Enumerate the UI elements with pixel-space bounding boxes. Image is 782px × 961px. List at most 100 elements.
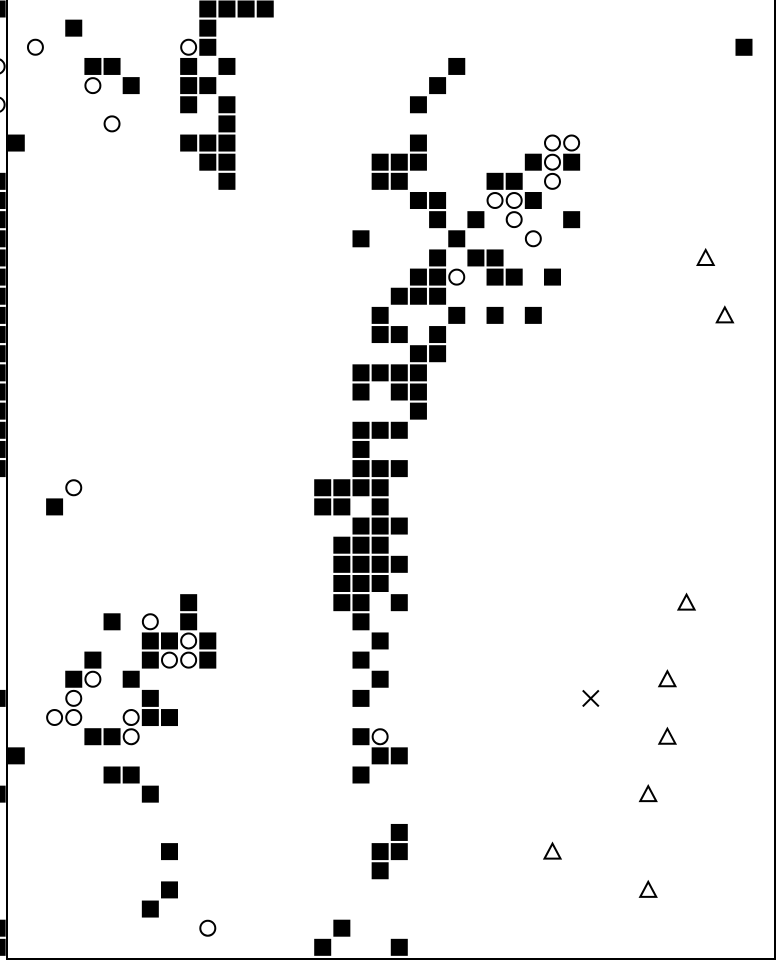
- block: [352, 364, 370, 382]
- block: [0, 192, 6, 209]
- block: [390, 364, 408, 382]
- block: [409, 287, 427, 305]
- block: [333, 555, 351, 573]
- block: [122, 77, 140, 95]
- block: [218, 96, 236, 114]
- block: [199, 38, 217, 56]
- cross: [582, 689, 600, 708]
- block: [390, 383, 408, 401]
- triangle: [542, 841, 563, 860]
- block: [122, 670, 140, 688]
- block: [314, 498, 332, 516]
- block: [0, 268, 6, 286]
- block: [409, 96, 427, 114]
- ring: [524, 230, 542, 248]
- block: [199, 134, 217, 152]
- block: [390, 460, 408, 478]
- block: [0, 230, 6, 248]
- block: [103, 613, 121, 631]
- block: [7, 747, 25, 765]
- block: [390, 326, 408, 344]
- block: [352, 421, 370, 439]
- block: [352, 440, 370, 458]
- block: [352, 536, 370, 554]
- block: [352, 766, 370, 784]
- block: [429, 192, 447, 209]
- block: [237, 0, 255, 18]
- block: [103, 766, 121, 784]
- block: [199, 632, 217, 650]
- block: [390, 287, 408, 305]
- block: [218, 134, 236, 152]
- block: [180, 134, 198, 152]
- block: [0, 326, 6, 344]
- ring: [0, 96, 6, 113]
- board-frame: [6, 0, 776, 960]
- block: [429, 345, 447, 363]
- block: [352, 517, 370, 535]
- block: [371, 306, 389, 324]
- block: [333, 479, 351, 497]
- block: [314, 938, 332, 956]
- block: [333, 498, 351, 516]
- block: [180, 77, 198, 95]
- block: [409, 134, 427, 152]
- block: [409, 402, 427, 420]
- block: [0, 689, 6, 707]
- ring: [180, 38, 198, 56]
- block: [161, 632, 178, 650]
- block: [390, 153, 408, 171]
- block: [409, 364, 427, 382]
- block: [333, 536, 351, 554]
- ring: [65, 709, 83, 727]
- block: [371, 326, 389, 344]
- block: [256, 0, 274, 18]
- block: [352, 651, 370, 669]
- block: [0, 306, 6, 324]
- block: [352, 479, 370, 497]
- block: [544, 268, 561, 286]
- block: [486, 268, 504, 286]
- block: [371, 555, 389, 573]
- block: [390, 823, 408, 841]
- block: [0, 287, 6, 305]
- block: [371, 575, 389, 592]
- ring: [505, 211, 523, 229]
- block: [0, 172, 6, 190]
- block: [333, 594, 351, 612]
- triangle: [657, 726, 678, 745]
- ring: [122, 709, 140, 727]
- block: [467, 211, 485, 229]
- block: [0, 211, 6, 229]
- block: [390, 594, 408, 612]
- block: [7, 134, 25, 152]
- block: [352, 460, 370, 478]
- ring: [26, 38, 44, 56]
- map-cells: [0, 0, 753, 956]
- block: [161, 881, 178, 899]
- block: [390, 747, 408, 765]
- block: [0, 364, 6, 382]
- block: [429, 268, 447, 286]
- triangle: [696, 247, 716, 266]
- block: [103, 728, 121, 746]
- ring: [544, 153, 561, 171]
- block: [409, 268, 427, 286]
- block: [352, 689, 370, 707]
- block: [371, 479, 389, 497]
- block: [141, 709, 159, 727]
- block: [371, 670, 389, 688]
- block: [161, 709, 178, 727]
- block: [0, 440, 6, 458]
- block: [390, 555, 408, 573]
- block: [371, 632, 389, 650]
- block: [429, 211, 447, 229]
- triangle: [638, 879, 658, 898]
- block: [0, 938, 6, 956]
- block: [84, 728, 102, 746]
- ring: [0, 58, 6, 75]
- block: [448, 230, 466, 248]
- block: [333, 919, 351, 937]
